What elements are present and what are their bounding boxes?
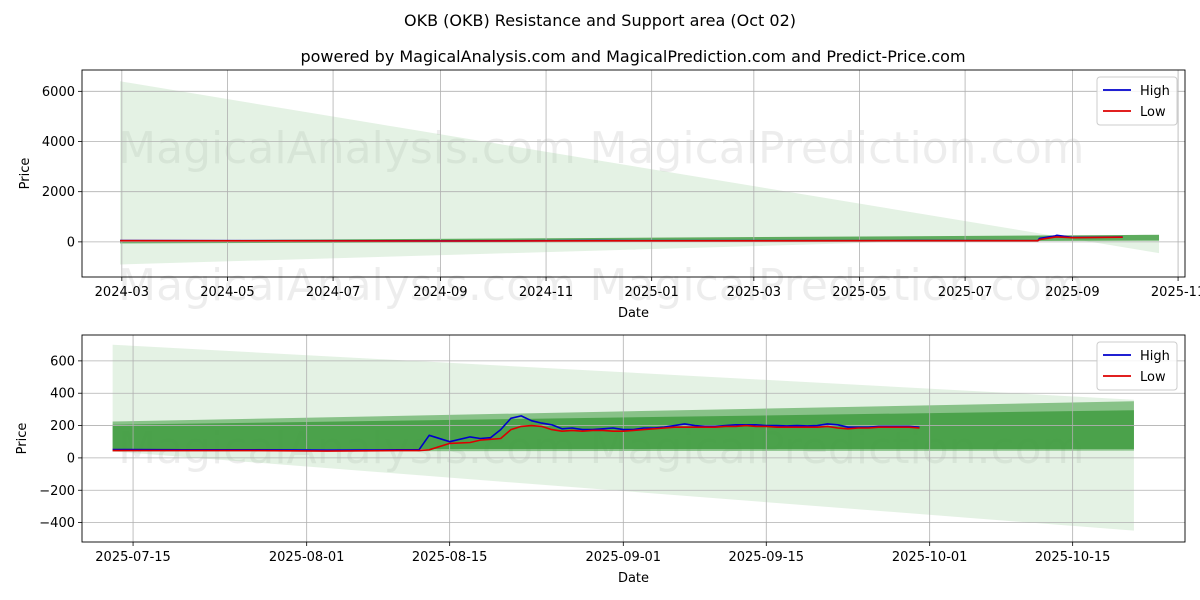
y-tick-label: 400 xyxy=(50,387,75,402)
x-axis-label: Date xyxy=(618,306,649,321)
x-tick-label: 2025-08-15 xyxy=(412,550,488,565)
series-low xyxy=(112,424,920,452)
x-tick-label: 2025-09 xyxy=(1045,285,1099,300)
band-wide-forecast-cone xyxy=(120,81,1160,265)
x-tick-label: 2025-07 xyxy=(938,285,992,300)
chart-suptitle: OKB (OKB) Resistance and Support area (O… xyxy=(404,11,796,30)
x-tick-label: 2025-03 xyxy=(727,285,781,300)
y-tick-label: −200 xyxy=(39,484,75,499)
y-tick-label: 600 xyxy=(50,354,75,369)
x-tick-label: 2025-07-15 xyxy=(95,550,171,565)
top-panel: 2024-03 2024-05 2024-07 2024-09 2024-11 2025-… xyxy=(18,69,1200,321)
series-group xyxy=(112,415,920,452)
x-tick-label: 2024-05 xyxy=(200,285,254,300)
x-tick-label: 2025-10-01 xyxy=(892,550,968,565)
legend: High Low xyxy=(1096,341,1178,391)
legend-label-low: Low xyxy=(1140,370,1166,385)
grid xyxy=(82,70,1185,277)
series-low xyxy=(120,236,1123,242)
x-tick-label: 2025-08-01 xyxy=(269,550,345,565)
x-tick-label: 2024-03 xyxy=(95,285,149,300)
y-tick-label: 200 xyxy=(50,419,75,434)
watermark-text: MagicalAnalysis.com xyxy=(118,123,576,174)
series-group xyxy=(120,234,1123,242)
legend-label-low: Low xyxy=(1140,105,1166,120)
x-tick-label: 2025-01 xyxy=(625,285,679,300)
legend: High Low xyxy=(1096,76,1178,126)
x-axis-label: Date xyxy=(618,571,649,586)
watermark-text: MagicalAnalysis.com xyxy=(118,260,576,311)
x-tick-label: 2025-05 xyxy=(832,285,886,300)
y-tick-label: 2000 xyxy=(42,185,75,200)
y-tick-label: 0 xyxy=(67,235,75,250)
chart-title: powered by MagicalAnalysis.com and Magic… xyxy=(300,47,965,66)
y-tick-label: 4000 xyxy=(42,135,75,150)
legend-label-high: High xyxy=(1140,349,1170,364)
y-axis-label: Price xyxy=(18,158,33,190)
watermark-text: MagicalPrediction.com xyxy=(590,260,1085,311)
x-tick-label: 2025-09-01 xyxy=(586,550,662,565)
axes-frame xyxy=(81,69,1186,278)
legend-box xyxy=(1096,76,1178,126)
x-tick-label: 2024-09 xyxy=(413,285,467,300)
y-tick-label: 0 xyxy=(67,451,75,466)
x-tick-label: 2025-09-15 xyxy=(728,550,804,565)
x-tick-label: 2024-11 xyxy=(519,285,573,300)
y-tick-label: −400 xyxy=(39,516,75,531)
x-tick-label: 2025-10-15 xyxy=(1035,550,1111,565)
legend-box xyxy=(1096,341,1178,391)
x-tick-label: 2025-11 xyxy=(1151,285,1200,300)
legend-label-high: High xyxy=(1140,84,1170,99)
watermark-text: MagicalPrediction.com xyxy=(590,123,1085,174)
axes-frame xyxy=(81,334,1186,543)
grid xyxy=(82,335,1185,542)
x-tick-label: 2024-07 xyxy=(306,285,360,300)
y-axis-label: Price xyxy=(15,423,30,455)
bottom-panel: 2025-07-15 2025-08-01 2025-08-15 2025-09-01… xyxy=(15,334,1186,586)
y-tick-label: 6000 xyxy=(42,85,75,100)
